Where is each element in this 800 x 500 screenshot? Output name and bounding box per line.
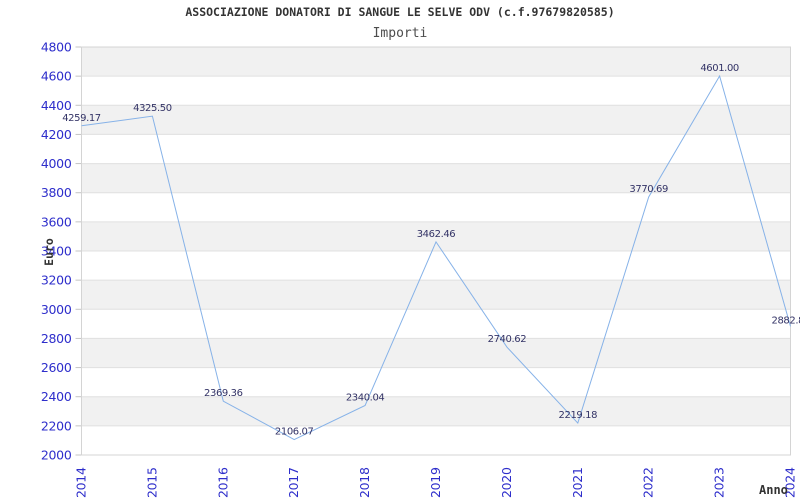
point-label: 3770.69 <box>629 184 668 195</box>
grid-band <box>81 221 791 251</box>
point-label: 2740.62 <box>488 334 527 345</box>
y-tick-label: 3400 <box>41 244 72 259</box>
point-label: 4325.50 <box>133 103 172 114</box>
y-tick-label: 3800 <box>41 185 72 200</box>
x-tick-label: 2017 <box>286 467 301 498</box>
y-tick-label: 4000 <box>41 156 72 171</box>
x-tick-label: 2014 <box>74 467 89 498</box>
grid-band <box>81 280 791 310</box>
y-tick-label: 2000 <box>41 448 72 463</box>
chart-title: ASSOCIAZIONE DONATORI DI SANGUE LE SELVE… <box>185 5 615 19</box>
y-tick-label: 4600 <box>41 69 72 84</box>
grid-band <box>81 163 791 193</box>
y-tick-label: 3000 <box>41 302 72 317</box>
plot-border <box>81 46 791 456</box>
point-label: 2219.18 <box>559 410 598 421</box>
point-label: 2882.8 <box>772 315 800 326</box>
y-tick-label: 4200 <box>41 127 72 142</box>
point-label: 4601.00 <box>700 63 739 74</box>
x-tick-label: 2016 <box>215 467 230 498</box>
y-tick-label: 3600 <box>41 214 72 229</box>
point-label: 2369.36 <box>204 388 243 399</box>
grid-band <box>81 396 791 426</box>
y-tick-label: 2400 <box>41 389 72 404</box>
x-tick-label: 2019 <box>428 467 443 498</box>
grid-band <box>81 338 791 368</box>
x-tick-label: 2023 <box>712 467 727 498</box>
y-tick-label: 3200 <box>41 273 72 288</box>
x-tick-label: 2024 <box>783 467 798 498</box>
x-tick-label: 2020 <box>499 467 514 498</box>
x-tick-label: 2018 <box>357 467 372 498</box>
chart-subtitle: Importi <box>372 26 428 41</box>
y-tick-label: 4400 <box>41 98 72 113</box>
point-label: 4259.17 <box>62 113 101 124</box>
y-tick-label: 2600 <box>41 360 72 375</box>
y-tick-label: 4800 <box>41 40 72 55</box>
y-tick-label: 2200 <box>41 418 72 433</box>
point-label: 2340.04 <box>346 392 385 403</box>
x-axis-title: Anno <box>759 483 788 497</box>
x-tick-label: 2021 <box>570 467 585 498</box>
grid-band <box>81 47 791 77</box>
grid-band <box>81 105 791 135</box>
point-label: 3462.46 <box>417 229 456 240</box>
x-tick-label: 2022 <box>641 467 656 498</box>
x-tick-label: 2015 <box>144 467 159 498</box>
y-axis-title: Euro <box>42 238 56 266</box>
point-label: 2106.07 <box>275 427 314 438</box>
chart-line <box>81 74 791 441</box>
y-tick-label: 2800 <box>41 331 72 346</box>
